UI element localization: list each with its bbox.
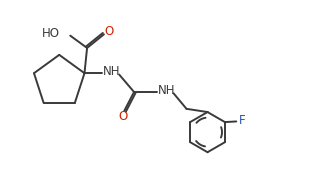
- Text: NH: NH: [103, 65, 121, 78]
- Text: HO: HO: [42, 27, 60, 40]
- Text: NH: NH: [158, 84, 175, 97]
- Text: O: O: [104, 25, 114, 38]
- Text: F: F: [239, 114, 245, 127]
- Text: O: O: [118, 110, 128, 123]
